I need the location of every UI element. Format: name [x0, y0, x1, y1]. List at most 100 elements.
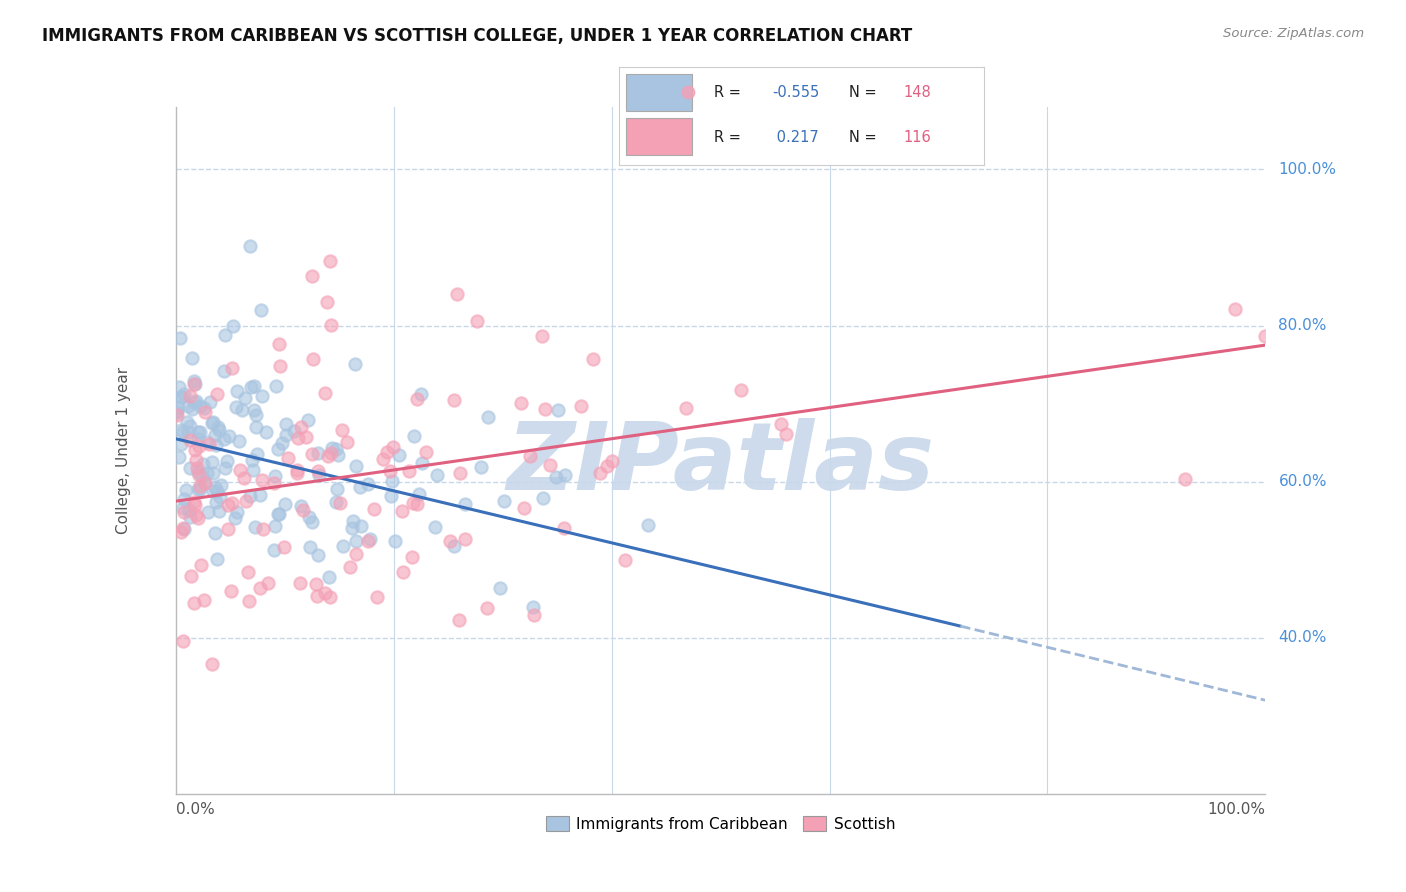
Point: [218, 429, 240, 443]
Point: [344, 548, 367, 562]
Point: [184, 393, 207, 408]
Point: [301, 352, 323, 367]
Point: [205, 483, 228, 498]
Point: [212, 432, 235, 446]
Point: [492, 493, 515, 508]
Point: [301, 516, 323, 530]
Text: N =: N =: [849, 130, 882, 145]
Point: [173, 387, 195, 401]
Point: [201, 416, 224, 430]
Point: [1254, 329, 1277, 343]
Point: [207, 387, 229, 401]
Point: [166, 404, 188, 418]
Point: [193, 405, 215, 419]
Point: [239, 380, 262, 394]
Point: [221, 496, 243, 510]
Point: [675, 401, 697, 415]
Point: [301, 268, 323, 283]
Point: [202, 415, 225, 429]
Point: [165, 406, 187, 420]
Point: [398, 464, 420, 478]
Point: [408, 487, 430, 501]
Point: [188, 425, 211, 439]
Point: [217, 498, 239, 512]
Point: [314, 586, 336, 600]
Point: [522, 600, 544, 615]
Point: [200, 394, 222, 409]
Point: [208, 491, 231, 505]
Point: [488, 581, 510, 595]
Point: [187, 465, 209, 479]
Point: [406, 392, 429, 406]
Point: [582, 351, 605, 366]
Point: [274, 497, 297, 511]
Point: [172, 520, 194, 534]
Text: College, Under 1 year: College, Under 1 year: [115, 367, 131, 534]
Point: [167, 380, 190, 394]
Point: [186, 508, 208, 522]
Point: [509, 396, 531, 410]
Point: [298, 510, 321, 524]
Point: [250, 303, 273, 318]
Point: [184, 376, 207, 391]
Point: [307, 446, 329, 460]
Text: 148: 148: [904, 85, 932, 100]
FancyBboxPatch shape: [626, 74, 692, 112]
Point: [569, 399, 592, 413]
Point: [231, 403, 253, 417]
Point: [454, 497, 477, 511]
Point: [596, 459, 619, 474]
Point: [207, 419, 229, 434]
Point: [184, 498, 207, 512]
Point: [188, 468, 211, 483]
Text: R =: R =: [714, 85, 745, 100]
Point: [316, 294, 339, 309]
Point: [183, 377, 205, 392]
Point: [411, 456, 433, 470]
Point: [305, 577, 328, 591]
Point: [193, 592, 215, 607]
Point: [319, 254, 342, 268]
Point: [173, 522, 195, 536]
Point: [264, 379, 287, 393]
Point: [238, 594, 260, 608]
Point: [401, 549, 423, 564]
Point: [285, 463, 308, 477]
Point: [191, 457, 214, 471]
Point: [181, 351, 204, 365]
Point: [183, 374, 205, 388]
Point: [186, 461, 208, 475]
Text: 100.0%: 100.0%: [1208, 802, 1265, 817]
Point: [454, 532, 477, 546]
Point: [402, 496, 425, 510]
Point: [228, 463, 250, 477]
Point: [228, 434, 250, 449]
Point: [190, 469, 212, 483]
Point: [204, 427, 226, 442]
Point: [222, 319, 245, 334]
Point: [190, 558, 212, 573]
Point: [187, 482, 209, 496]
Point: [170, 423, 193, 437]
Point: [193, 475, 215, 489]
Point: [169, 391, 191, 405]
Point: [188, 399, 211, 413]
Point: [249, 581, 271, 595]
Point: [589, 466, 612, 480]
Point: [554, 468, 576, 483]
Point: [470, 459, 492, 474]
Point: [179, 503, 201, 517]
Point: [325, 442, 347, 456]
Point: [240, 453, 263, 467]
Point: [271, 436, 294, 450]
Point: [349, 480, 371, 494]
Point: [250, 473, 273, 487]
Point: [207, 552, 229, 566]
Point: [384, 533, 406, 548]
Point: [344, 458, 367, 473]
Text: N =: N =: [849, 85, 882, 100]
Point: [267, 507, 290, 521]
Point: [172, 425, 194, 439]
Point: [177, 399, 200, 413]
Point: [201, 657, 224, 671]
